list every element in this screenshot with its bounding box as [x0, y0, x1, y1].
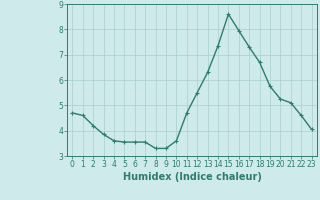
X-axis label: Humidex (Indice chaleur): Humidex (Indice chaleur)	[123, 172, 261, 182]
